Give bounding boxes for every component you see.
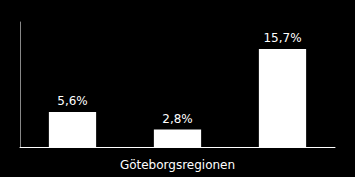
- svg-text:Göteborgsregionen: Göteborgsregionen: [120, 158, 235, 172]
- svg-text:15,7%: 15,7%: [263, 31, 301, 45]
- svg-text:5,6%: 5,6%: [57, 94, 88, 108]
- svg-text:2,8%: 2,8%: [162, 112, 193, 126]
